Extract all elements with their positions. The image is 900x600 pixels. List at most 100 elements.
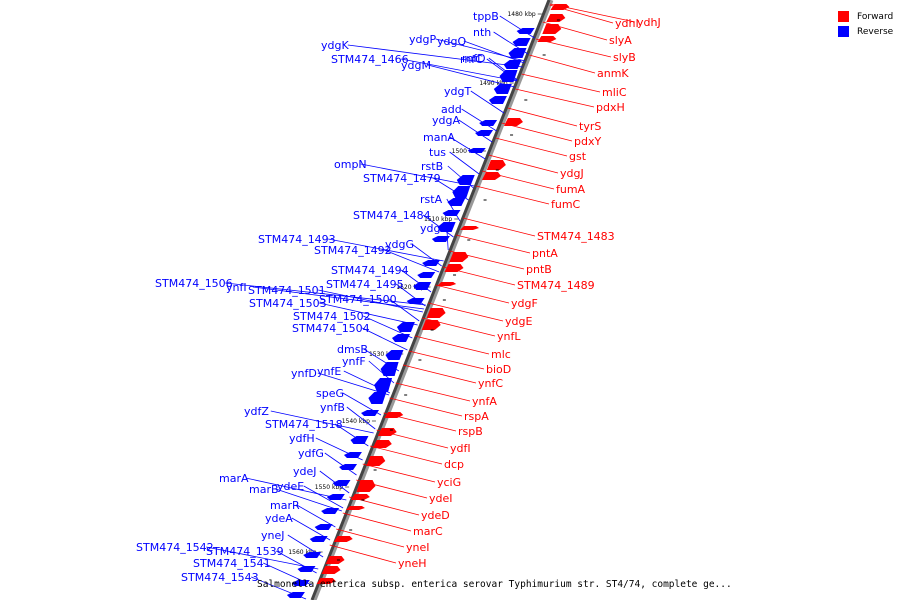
leader-line — [328, 238, 444, 262]
gene-label-speG: speG — [316, 387, 344, 400]
gene-arrow — [286, 592, 305, 598]
reverse-swatch — [838, 26, 849, 37]
gene-arrow — [499, 70, 518, 82]
gene-arrow — [366, 456, 386, 466]
leader-line — [529, 54, 596, 74]
gene-label-rspA: rspA — [464, 410, 489, 423]
gene-label-STM474_1500: STM474_1500 — [319, 293, 397, 306]
gene-label-ynfA: ynfA — [472, 395, 497, 408]
gene-label-STM474_1543: STM474_1543 — [181, 571, 259, 584]
leader-line — [395, 382, 471, 402]
leader-line — [455, 234, 531, 254]
gene-arrow — [350, 436, 369, 444]
tick-label: 1520 kbp — [396, 284, 424, 291]
gene-arrow — [456, 175, 475, 185]
gene-arrow — [374, 378, 393, 392]
gene-arrow — [384, 412, 404, 418]
leader-line — [319, 470, 350, 494]
gene-label-ydeE: ydeE — [277, 480, 304, 493]
gene-label-STM474_1466: STM474_1466 — [331, 53, 409, 66]
gene-arrow — [321, 566, 341, 574]
tick-label: 1490 kbp — [479, 80, 507, 87]
gene-label-ynfL: ynfL — [497, 330, 521, 343]
leader-line — [362, 463, 436, 483]
gene-label-STM474_1539: STM474_1539 — [206, 545, 284, 558]
gene-label-mlc: mlc — [491, 348, 511, 361]
gene-arrow — [343, 452, 362, 458]
leader-line — [449, 151, 480, 175]
leader-line — [270, 410, 374, 434]
gene-arrow — [442, 210, 461, 216]
gene-label-marC: marC — [413, 525, 443, 538]
leader-line — [470, 90, 505, 114]
gene-label-ydgQ: ydgQ — [437, 35, 466, 48]
gene-label-STM474_1492: STM474_1492 — [314, 244, 392, 257]
gene-label-rnfC: rnfC — [460, 53, 483, 66]
gene-arrow — [467, 148, 486, 153]
gene-arrow — [291, 580, 310, 586]
legend-reverse-label: Reverse — [857, 26, 894, 37]
gene-label-manA: manA — [423, 131, 455, 144]
leader-line — [401, 58, 518, 82]
leader-line — [336, 528, 405, 548]
gene-arrow — [321, 508, 340, 514]
leader-line — [384, 249, 440, 273]
gene-label-fumC: fumC — [551, 198, 581, 211]
leader-line — [329, 544, 397, 564]
gene-label-anmK: anmK — [597, 67, 629, 80]
leader-line — [461, 108, 497, 132]
leader-line — [414, 335, 490, 355]
gene-label-ydgK: ydgK — [321, 39, 349, 52]
legend-forward-label: Forward — [857, 11, 894, 22]
gene-arrow — [325, 556, 345, 564]
gene-label-STM474_1541: STM474_1541 — [193, 557, 271, 570]
gene-arrow — [406, 298, 425, 304]
gene-label-ydgG: ydgG — [385, 238, 414, 251]
gene-label-yciG: yciG — [437, 476, 461, 489]
gene-arrow — [316, 578, 336, 584]
gene-arrow — [385, 350, 404, 360]
tick-label: 1550 kbp — [315, 484, 343, 491]
gene-arrow — [314, 524, 333, 530]
gene-arrow — [361, 410, 380, 416]
leader-line — [521, 73, 601, 93]
gene-label-marR: marR — [270, 499, 300, 512]
leader-line — [427, 64, 515, 88]
gene-arrow — [356, 480, 376, 492]
gene-label-tus: tus — [429, 146, 446, 159]
leader-line — [458, 119, 493, 143]
gene-arrow — [345, 506, 365, 510]
gene-arrow — [493, 84, 512, 94]
gene-label-STM474_1542: STM474_1542 — [136, 541, 214, 554]
gene-label-ydgE: ydgE — [505, 315, 532, 328]
gene-arrow — [475, 130, 494, 136]
leader-line — [428, 302, 504, 322]
gene-label-STM474_1493: STM474_1493 — [258, 233, 336, 246]
leader-line — [389, 397, 463, 417]
leader-line — [346, 406, 376, 430]
gene-label-ydeA: ydeA — [265, 512, 293, 525]
legend-reverse: Reverse — [838, 24, 893, 39]
gene-label-yneJ: yneJ — [261, 529, 285, 542]
leader-line — [499, 15, 535, 39]
gene-label-ydgT: ydgT — [444, 85, 471, 98]
gene-arrow — [437, 222, 456, 232]
gene-label-STM474_1495: STM474_1495 — [326, 278, 404, 291]
leader-line — [402, 364, 477, 384]
gene-arrow — [309, 536, 328, 542]
gene-arrow — [550, 4, 570, 10]
tick-label: 1480 kbp — [507, 11, 535, 18]
gene-label-ompN: ompN — [334, 158, 367, 171]
gene-label-fumA: fumA — [556, 183, 586, 196]
gene-arrow — [512, 38, 531, 46]
gene-label-ydeJ: ydeJ — [293, 465, 317, 478]
gene-label-rspB: rspB — [458, 425, 483, 438]
gene-label-ynfD: ynfD — [291, 367, 317, 380]
gene-arrow — [368, 392, 387, 404]
leader-line — [360, 163, 475, 187]
gene-arrow — [380, 362, 399, 376]
gene-arrow — [503, 118, 523, 126]
gene-label-ydeI: ydeI — [429, 492, 453, 505]
leader-line — [303, 485, 344, 509]
